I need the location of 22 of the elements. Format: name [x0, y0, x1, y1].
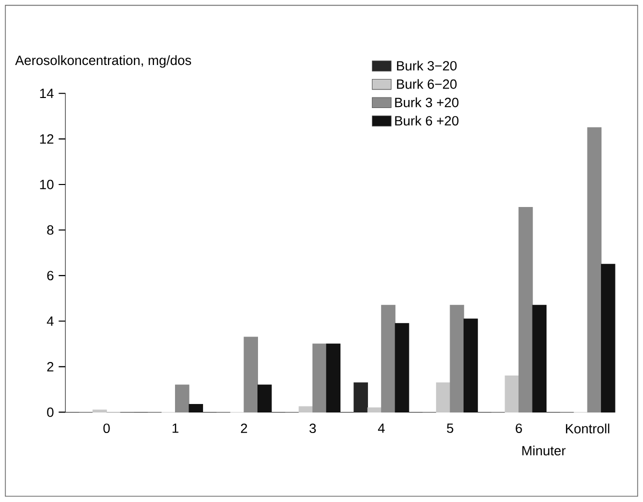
y-tick-label: 12 — [40, 134, 54, 144]
x-tick-label: 5 — [446, 424, 454, 434]
y-axis-title: Aerosolkoncentration, mg/dos — [15, 55, 192, 68]
x-tick-label: 4 — [378, 424, 385, 433]
x-tick-label: 6 — [516, 424, 522, 434]
x-tick-label: 0 — [103, 424, 110, 434]
y-tick-label: 2 — [47, 362, 54, 372]
y-tick-label: 6 — [47, 271, 54, 280]
x-tick-label: 3 — [309, 424, 316, 434]
x-tick-label: 2 — [240, 424, 248, 434]
legend-label: Burk 6 +20 — [395, 116, 458, 126]
y-tick-label: 4 — [46, 316, 54, 326]
legend-label: Burk 3−20 — [397, 60, 457, 71]
legend-label: Burk 3 +20 — [395, 98, 458, 108]
y-tick-label: 8 — [47, 226, 54, 235]
legend-label: Burk 6−20 — [397, 79, 457, 90]
y-tick-label: 0 — [47, 408, 54, 418]
x-axis-title: Minuter — [522, 446, 566, 456]
x-tick-label: Kontroll — [566, 424, 610, 434]
y-tick-label: 14 — [40, 88, 54, 98]
y-tick-label: 10 — [40, 180, 54, 190]
x-tick-label: 1 — [172, 424, 178, 433]
